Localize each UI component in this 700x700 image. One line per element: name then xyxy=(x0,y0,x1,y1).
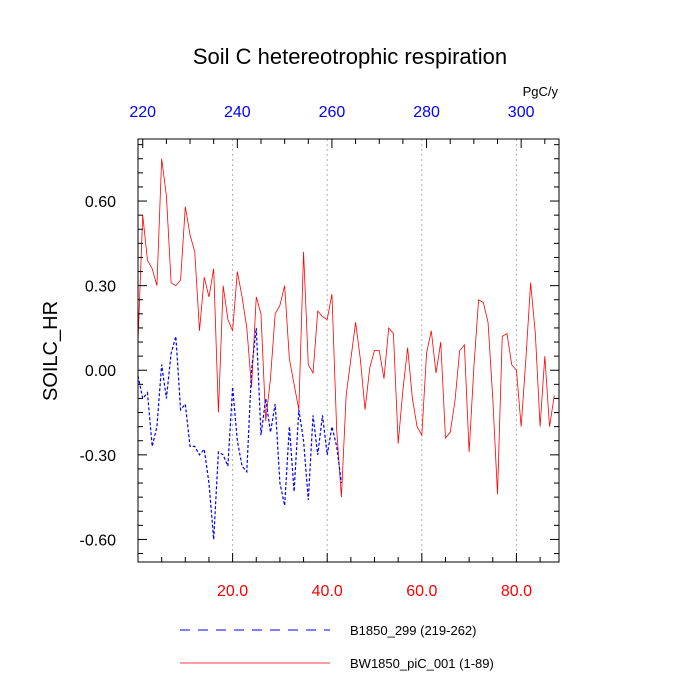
y-tick-label: -0.60 xyxy=(80,532,117,549)
series-layer xyxy=(137,158,555,540)
top-tick-label: 260 xyxy=(319,104,346,121)
y-tick-label: 0.00 xyxy=(85,363,116,380)
top-tick-label: 240 xyxy=(224,104,251,121)
tick-layer: 20.0 40.0 60.0 80.0 220 240 260 280 300 0.60 0.30 0… xyxy=(80,104,559,600)
top-tick-label: 280 xyxy=(413,104,440,121)
top-axis-unit-label: PgC/y xyxy=(523,84,559,99)
legend-label-bw1850: BW1850_piC_001 (1-89) xyxy=(350,656,494,671)
series-line-bw1850 xyxy=(137,158,555,498)
x-tick-label: 60.0 xyxy=(406,583,437,600)
top-tick-label: 300 xyxy=(508,104,535,121)
x-tick-label: 80.0 xyxy=(501,583,532,600)
y-tick-label: -0.30 xyxy=(80,448,117,465)
x-tick-label: 20.0 xyxy=(217,583,248,600)
chart-title: Soil C hetereotrophic respiration xyxy=(193,44,507,69)
top-tick-label: 220 xyxy=(129,104,156,121)
x-tick-label: 40.0 xyxy=(312,583,343,600)
y-tick-label: 0.60 xyxy=(85,194,116,211)
legend: B1850_299 (219-262) BW1850_piC_001 (1-89… xyxy=(180,623,494,671)
series-line-b1850 xyxy=(137,327,342,540)
y-tick-label: 0.30 xyxy=(85,279,116,296)
y-axis-label: SOILC_HR xyxy=(40,301,62,401)
plot-frame xyxy=(137,138,560,563)
legend-label-b1850: B1850_299 (219-262) xyxy=(350,623,477,638)
grid-layer xyxy=(232,139,517,562)
